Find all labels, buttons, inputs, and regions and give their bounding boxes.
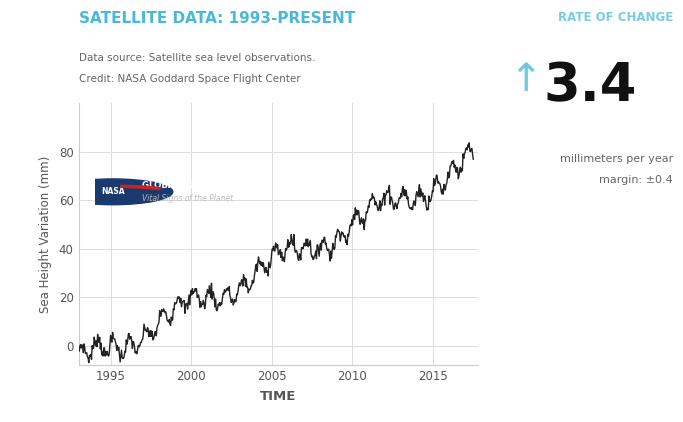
Text: RATE OF CHANGE: RATE OF CHANGE bbox=[557, 11, 673, 24]
Text: Data source: Satellite sea level observations.: Data source: Satellite sea level observa… bbox=[79, 53, 315, 63]
Y-axis label: Sea Height Variation (mm): Sea Height Variation (mm) bbox=[39, 156, 52, 313]
Text: Vital Signs of the Planet: Vital Signs of the Planet bbox=[142, 194, 234, 203]
Text: NASA: NASA bbox=[101, 187, 124, 196]
Text: GLOBAL CLIMATE CHANGE: GLOBAL CLIMATE CHANGE bbox=[142, 181, 267, 190]
Text: SATELLITE DATA: 1993-PRESENT: SATELLITE DATA: 1993-PRESENT bbox=[79, 11, 354, 26]
Text: millimeters per year: millimeters per year bbox=[559, 154, 673, 164]
Text: 3.4: 3.4 bbox=[543, 60, 637, 112]
Text: margin: ±0.4: margin: ±0.4 bbox=[599, 175, 673, 185]
Circle shape bbox=[53, 179, 173, 205]
X-axis label: TIME: TIME bbox=[260, 390, 296, 403]
Text: Credit: NASA Goddard Space Flight Center: Credit: NASA Goddard Space Flight Center bbox=[79, 74, 300, 84]
Text: ↑: ↑ bbox=[509, 61, 542, 99]
